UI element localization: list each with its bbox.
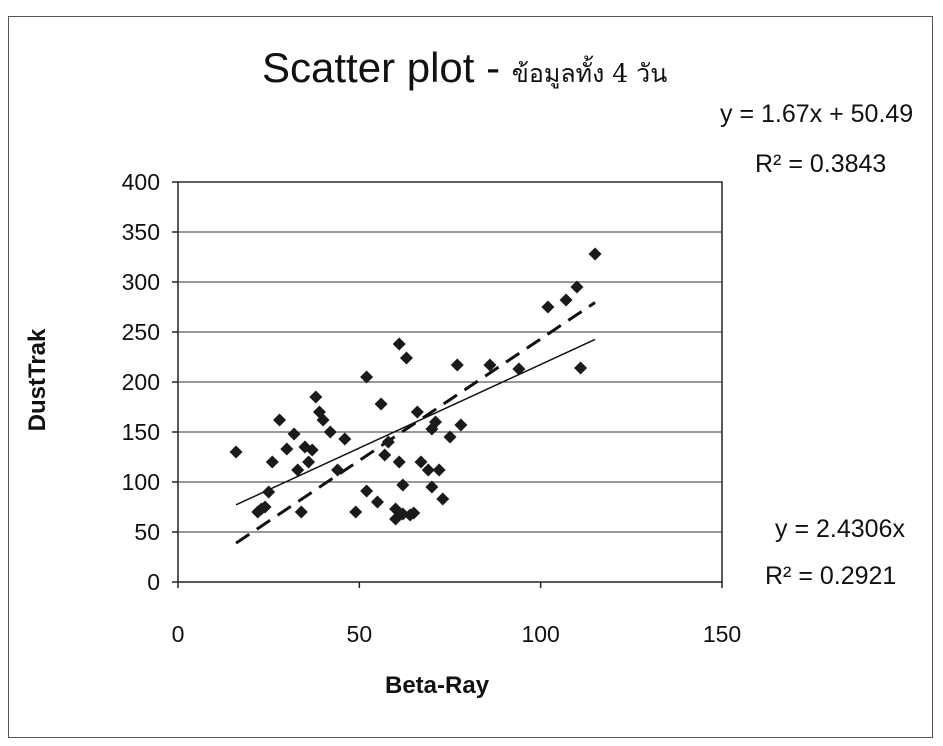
y-tick-label: 400 <box>122 169 160 195</box>
data-point <box>323 425 337 439</box>
trendline-r2-1: R² = 0.3843 <box>755 150 887 178</box>
x-axis-title: Beta-Ray <box>385 672 490 699</box>
data-point <box>414 455 428 469</box>
data-point <box>360 370 374 384</box>
y-tick-label: 250 <box>122 319 160 345</box>
data-point <box>421 463 435 477</box>
data-point <box>316 413 330 427</box>
data-point <box>349 505 363 519</box>
data-point <box>574 361 588 375</box>
data-point <box>443 430 457 444</box>
data-point <box>432 463 446 477</box>
data-point <box>407 506 421 520</box>
data-point <box>305 443 319 457</box>
x-axis-ticks: 0 50 100 150 <box>172 582 741 647</box>
trendline-2 <box>235 301 596 545</box>
data-point <box>294 505 308 519</box>
trendlines <box>235 301 596 545</box>
data-point <box>559 293 573 307</box>
data-point <box>280 442 294 456</box>
chart-title-main: Scatter plot - <box>262 44 512 91</box>
trendline-r2-2: R² = 0.2921 <box>765 562 897 590</box>
gridlines <box>178 181 722 533</box>
data-point <box>454 418 468 432</box>
data-point <box>287 427 301 441</box>
data-point <box>436 492 450 506</box>
x-tick-label: 50 <box>347 621 373 647</box>
data-point <box>399 351 413 365</box>
data-points <box>229 247 602 526</box>
x-tick-label: 150 <box>703 621 741 647</box>
data-point <box>392 337 406 351</box>
data-point <box>428 415 442 429</box>
data-point <box>309 390 323 404</box>
data-point <box>265 455 279 469</box>
data-point <box>512 362 526 376</box>
data-point <box>302 455 316 469</box>
trendline-equation-1: y = 1.67x + 50.49 <box>720 100 914 128</box>
data-point <box>291 463 305 477</box>
y-axis-ticks: 0 50 100 150 200 250 300 350 400 <box>122 169 178 595</box>
data-point <box>370 495 384 509</box>
data-point <box>374 397 388 411</box>
data-point <box>378 448 392 462</box>
trendline-equation-2: y = 2.4306x <box>775 515 905 543</box>
y-tick-label: 350 <box>122 219 160 245</box>
chart-title-suffix: ข้อมูลทั้ง 4 วัน <box>511 59 668 88</box>
y-tick-label: 50 <box>134 519 160 545</box>
data-point <box>258 500 272 514</box>
data-point <box>541 300 555 314</box>
data-point <box>381 435 395 449</box>
chart-frame <box>8 16 933 738</box>
data-point <box>338 432 352 446</box>
y-tick-label: 0 <box>147 569 160 595</box>
data-point <box>396 478 410 492</box>
data-point <box>450 358 464 372</box>
y-tick-label: 300 <box>122 269 160 295</box>
data-point <box>392 455 406 469</box>
x-tick-label: 0 <box>172 621 185 647</box>
data-point <box>570 280 584 294</box>
y-tick-label: 100 <box>122 469 160 495</box>
y-tick-label: 200 <box>122 369 160 395</box>
data-point <box>425 480 439 494</box>
data-point <box>331 463 345 477</box>
trendline-1 <box>235 338 596 506</box>
data-point <box>229 445 243 459</box>
data-point <box>273 413 287 427</box>
y-tick-label: 150 <box>122 419 160 445</box>
data-point <box>483 358 497 372</box>
data-point <box>262 485 276 499</box>
data-point <box>410 405 424 419</box>
data-point <box>360 484 374 498</box>
x-tick-label: 100 <box>521 621 559 647</box>
chart-title: Scatter plot - ข้อมูลทั้ง 4 วัน <box>262 44 667 94</box>
data-point <box>588 247 602 261</box>
